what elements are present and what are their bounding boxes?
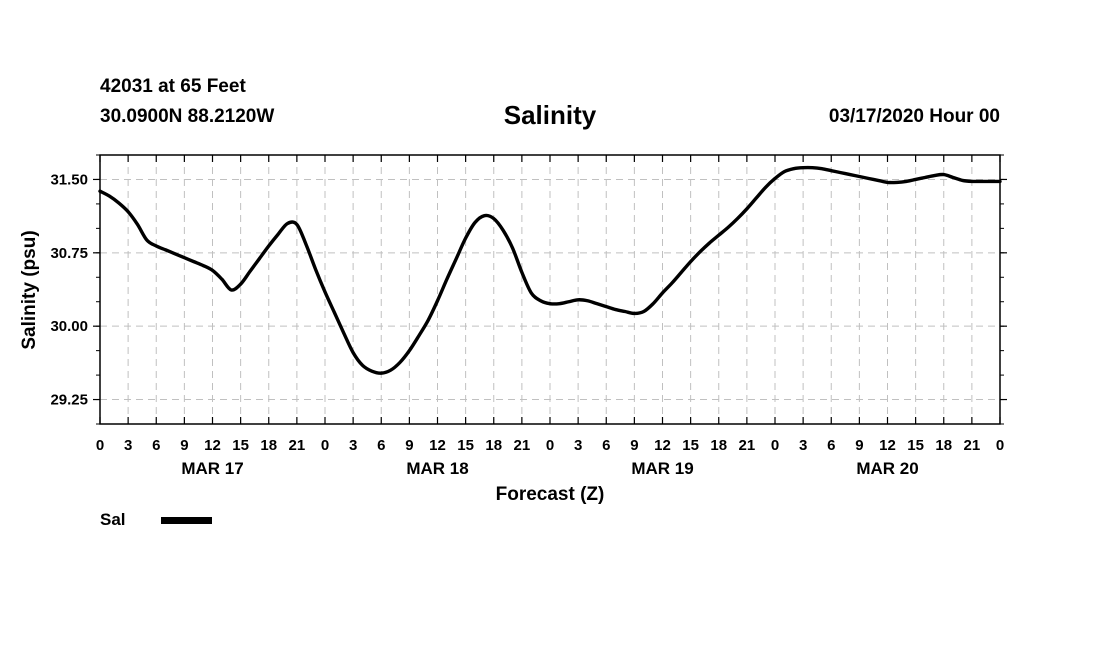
y-axis-label: Salinity (psu) [19,230,40,349]
x-tick-label: 18 [260,437,277,454]
date-label: MAR 19 [631,459,693,478]
x-tick-label: 12 [654,437,671,454]
x-tick-label: 21 [964,437,981,454]
x-tick-label: 12 [204,437,221,454]
x-tick-label: 15 [682,437,699,454]
chart-title: Salinity [503,100,597,130]
date-label: MAR 17 [181,459,243,478]
legend-label-sal: Sal [100,510,126,529]
plot-frame [99,154,1001,425]
x-axis-ticks: 0 3 6 9 12 15 18 21 0 3 6 9 12 15 18 21 0 3 6 9 12 15 18 21 0 3 6 9… [96,155,1004,454]
x-tick-label: 3 [349,437,357,454]
x-tick-label: 0 [546,437,554,454]
x-tick-label: 0 [996,437,1004,454]
x-tick-label: 6 [152,437,160,454]
x-tick-label: 21 [739,437,756,454]
y-tick-label: 31.50 [50,171,88,188]
x-tick-label: 3 [124,437,132,454]
legend-swatch-sal [161,517,212,524]
station-label: 42031 at 65 Feet [100,76,246,97]
x-tick-label: 18 [485,437,502,454]
grid-lines [100,155,1000,424]
x-tick-label: 9 [180,437,188,454]
x-tick-label: 12 [429,437,446,454]
x-tick-label: 6 [827,437,835,454]
x-tick-label: 15 [457,437,474,454]
series-line-sal [98,165,1002,375]
x-tick-label: 21 [514,437,531,454]
x-tick-label: 21 [289,437,306,454]
x-tick-label: 6 [377,437,385,454]
x-tick-label: 18 [935,437,952,454]
date-label: MAR 18 [406,459,468,478]
date-labels: MAR 17 MAR 18 MAR 19 MAR 20 [181,459,918,478]
run-time-label: 03/17/2020 Hour 00 [828,106,1000,127]
y-tick-label: 30.75 [50,245,88,262]
x-tick-label: 15 [232,437,249,454]
x-tick-label: 0 [96,437,104,454]
coordinates-label: 30.0900N 88.2120W [100,106,275,127]
y-tick-label: 30.00 [50,318,88,335]
x-tick-label: 15 [907,437,924,454]
x-tick-label: 3 [574,437,582,454]
x-axis-label: Forecast (Z) [496,484,605,505]
y-tick-label: 29.25 [50,392,88,409]
x-tick-label: 12 [879,437,896,454]
x-tick-label: 0 [321,437,329,454]
x-tick-label: 9 [630,437,638,454]
y-axis-ticks: 31.50 30.75 30.00 29.25 [50,154,1007,425]
x-tick-label: 3 [799,437,807,454]
x-tick-label: 6 [602,437,610,454]
date-label: MAR 20 [856,459,918,478]
x-tick-label: 9 [405,437,413,454]
x-tick-label: 9 [855,437,863,454]
x-tick-label: 0 [771,437,779,454]
x-tick-label: 18 [710,437,727,454]
